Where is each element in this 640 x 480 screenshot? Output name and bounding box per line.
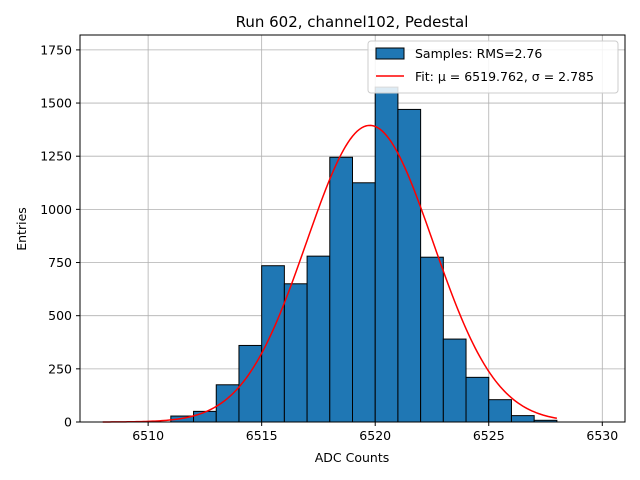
legend-samples-swatch <box>375 47 405 60</box>
y-axis-ticks: 0 250 500 750 1000 1250 1500 1750 <box>40 42 80 430</box>
y-tick-label: 250 <box>48 361 72 376</box>
legend: Samples: RMS=2.76 Fit: μ = 6519.762, σ =… <box>367 40 619 94</box>
histogram-bar <box>352 182 376 423</box>
legend-box <box>367 40 619 94</box>
y-tick-label: 1000 <box>40 202 72 217</box>
legend-fit-label: Fit: μ = 6519.762, σ = 2.785 <box>415 69 594 84</box>
histogram-bar <box>420 256 444 423</box>
histogram-bar <box>283 283 308 423</box>
histogram-bar <box>488 399 512 423</box>
histogram-bar <box>510 415 535 423</box>
y-tick-label: 1250 <box>40 149 72 164</box>
histogram-bar <box>397 108 422 423</box>
x-tick-label: 6515 <box>246 428 278 443</box>
histogram-bar <box>306 255 331 423</box>
x-tick-label: 6510 <box>132 428 164 443</box>
gaussian-fit-line <box>102 124 558 423</box>
y-tick-label: 0 <box>64 415 72 430</box>
y-tick-label: 1500 <box>40 96 72 111</box>
y-tick-label: 500 <box>48 308 72 323</box>
x-tick-label: 6525 <box>473 428 505 443</box>
histogram-bar <box>193 410 217 423</box>
y-tick-label: 1750 <box>40 42 72 57</box>
chart-title: Run 602, channel102, Pedestal <box>236 13 469 31</box>
x-tick-label: 6530 <box>586 428 618 443</box>
y-tick-label: 750 <box>48 255 72 270</box>
plot-area-frame <box>79 34 626 423</box>
histogram-bars <box>170 86 558 423</box>
histogram-bar <box>465 376 490 423</box>
x-axis-ticks: 6510 6515 6520 6525 6530 <box>132 422 618 443</box>
y-axis-title: Entries <box>14 207 29 251</box>
x-tick-label: 6520 <box>359 428 391 443</box>
histogram-bar <box>261 265 285 423</box>
histogram-bar <box>374 86 399 423</box>
histogram-bar <box>329 156 353 423</box>
legend-samples-label: Samples: RMS=2.76 <box>415 46 542 61</box>
histogram-bar <box>442 338 467 423</box>
x-axis-title: ADC Counts <box>315 450 390 465</box>
